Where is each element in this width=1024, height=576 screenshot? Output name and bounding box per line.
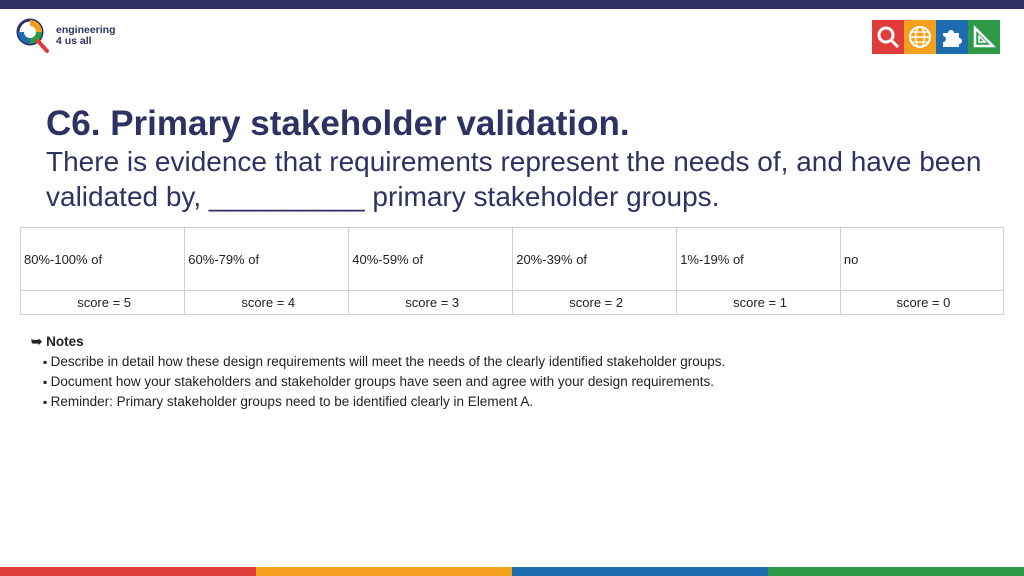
top-accent-bar [0,0,1024,9]
magnifier-icon [872,20,904,54]
bottom-bar-red [0,567,256,576]
list-item: Describe in detail how these design requ… [43,352,726,372]
bottom-bar-blue [512,567,768,576]
logo-text: engineering 4 us all [56,25,116,47]
logo-line-2: 4 us all [56,35,92,47]
set-square-icon [968,20,1000,54]
table-cell-score: score = 0 [839,290,1005,315]
brand-logo: engineering 4 us all [14,16,116,56]
arrow-bullet-icon: ➥ [31,334,43,349]
notes-heading: ➥ Notes [31,332,725,352]
logo-magnifier-icon [14,16,52,56]
table-cell-score: score = 1 [676,290,841,315]
bottom-bar-green [768,567,1024,576]
table-cell-score: score = 5 [19,290,186,315]
page-subtitle: There is evidence that requirements repr… [46,146,982,212]
scoring-rubric-table: 80%-100% of 60%-79% of 40%-59% of 20%-39… [19,227,1005,315]
table-cell-level: 40%-59% of [348,227,514,291]
table-cell-level: no [839,227,1005,291]
bottom-bar-orange [256,567,512,576]
list-item: Reminder: Primary stakeholder groups nee… [43,392,725,412]
list-item: Document how your stakeholders and stake… [43,372,725,392]
page-title: C6. Primary stakeholder validation. [46,104,630,143]
logo-line-1: engineering [56,24,116,36]
title-block: C6. Primary stakeholder validation. Ther… [46,104,1006,214]
globe-icon [904,20,936,54]
table-cell-score: score = 4 [184,290,350,315]
puzzle-icon [936,20,968,54]
bottom-color-bar [0,567,1024,576]
table-row-levels: 80%-100% of 60%-79% of 40%-59% of 20%-39… [19,227,1005,291]
table-cell-level: 80%-100% of [19,227,186,291]
table-cell-level: 1%-19% of [676,227,841,291]
table-cell-level: 60%-79% of [184,227,350,291]
header-icon-strip [872,20,1000,54]
notes-heading-label: Notes [46,334,84,349]
table-cell-level: 20%-39% of [512,227,678,291]
table-row-scores: score = 5 score = 4 score = 3 score = 2 … [19,290,1005,315]
notes-list: Describe in detail how these design requ… [31,352,726,412]
table-cell-score: score = 2 [512,290,678,315]
notes-section: ➥ Notes Describe in detail how these des… [31,332,725,412]
table-cell-score: score = 3 [348,290,514,315]
